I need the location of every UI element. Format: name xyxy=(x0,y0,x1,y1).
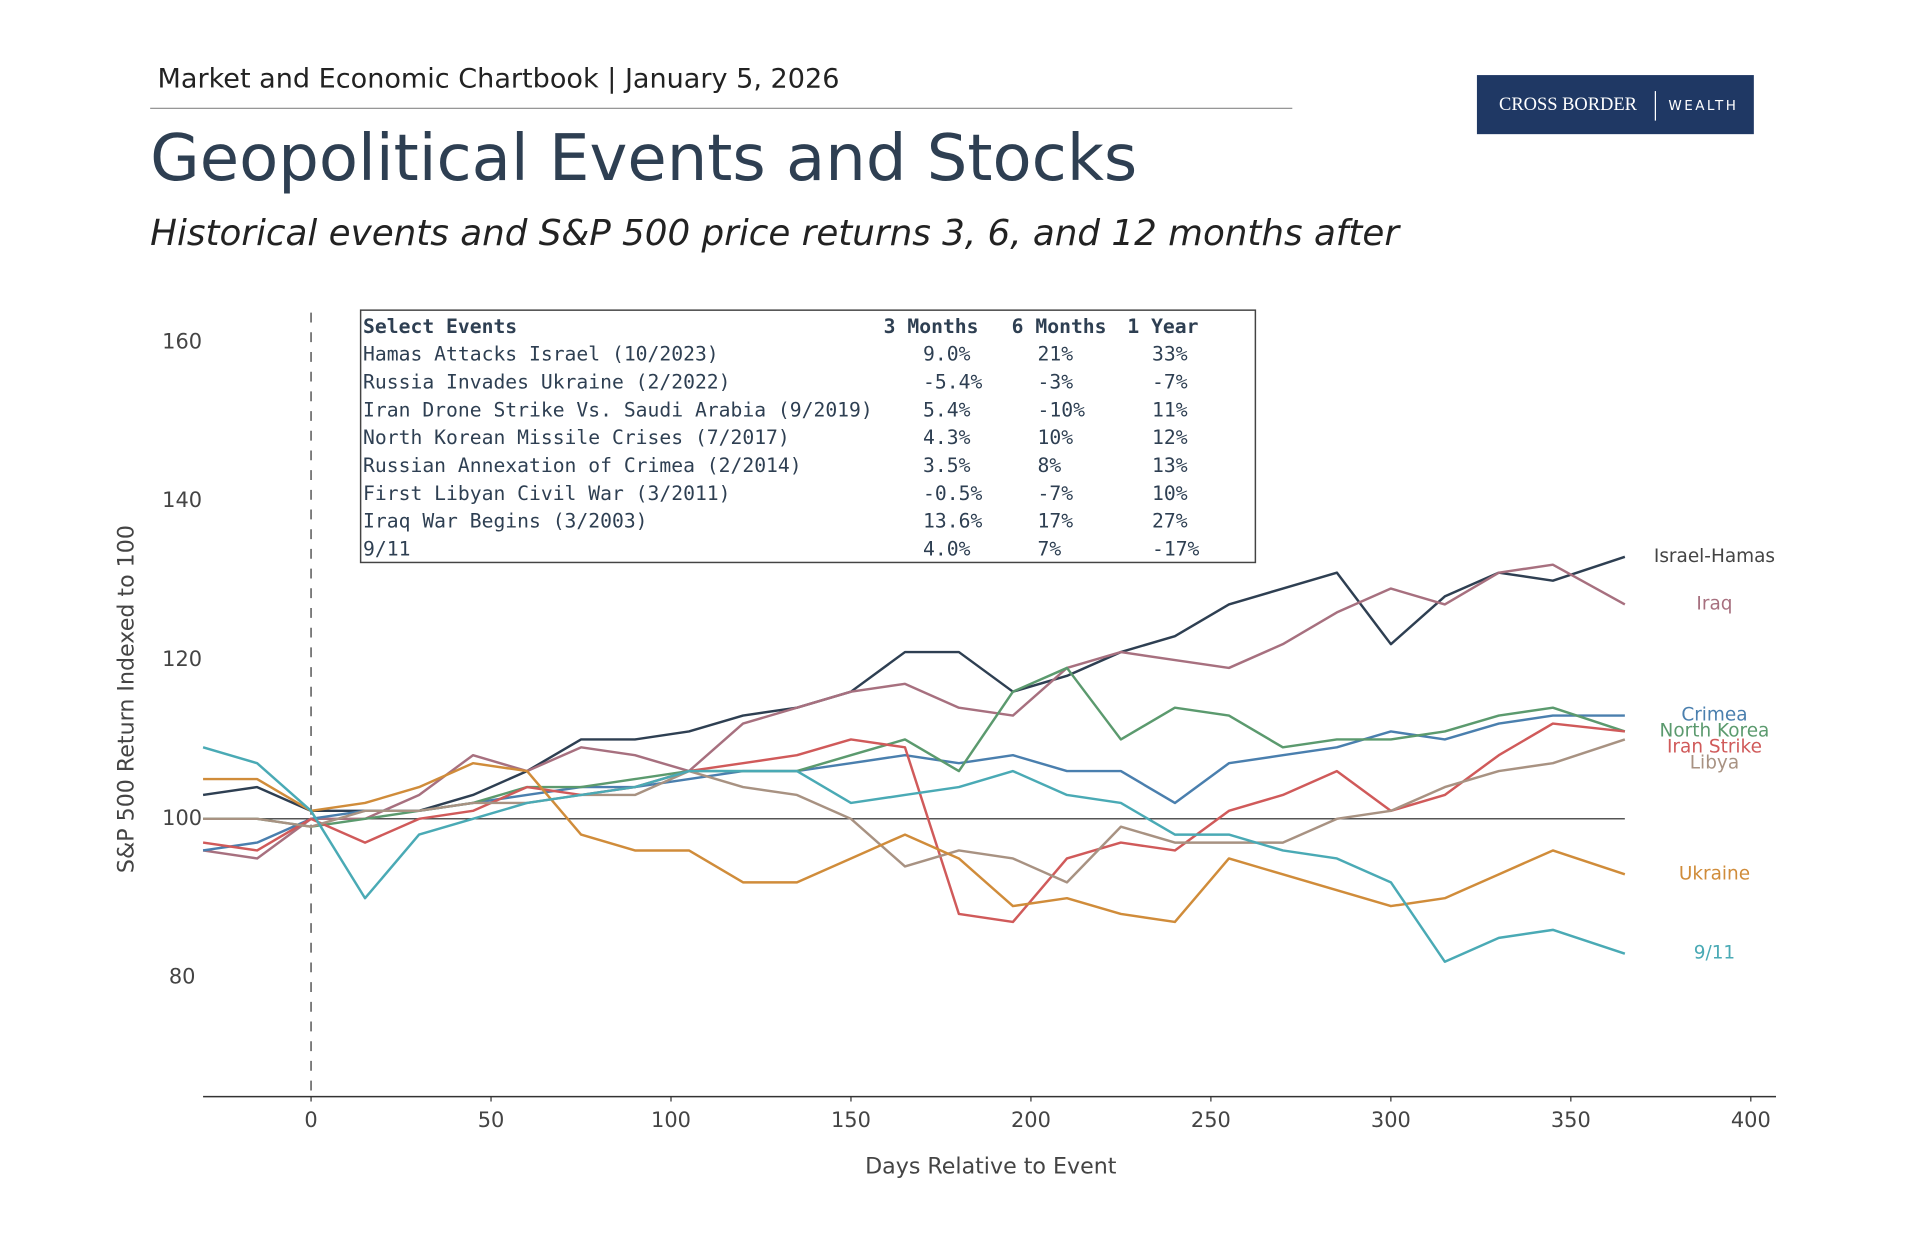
table-cell: Iraq War Begins (3/2003) xyxy=(363,510,647,533)
table-cell: 17% xyxy=(1038,510,1074,533)
series-label: 9/11 xyxy=(1694,943,1735,964)
x-tick-label: 150 xyxy=(831,1108,871,1132)
table-cell: 13.6% xyxy=(923,510,982,533)
table-cell: First Libyan Civil War (3/2011) xyxy=(363,482,730,505)
table-cell: Russia Invades Ukraine (2/2022) xyxy=(363,371,730,394)
table-cell: 11% xyxy=(1152,398,1188,421)
series-line xyxy=(202,746,1626,963)
x-tick-label: 0 xyxy=(304,1108,317,1132)
x-tick-label: 300 xyxy=(1371,1108,1411,1132)
table-cell: -7% xyxy=(1038,482,1074,505)
table-cell: 7% xyxy=(1038,537,1062,560)
table-cell: 4.0% xyxy=(923,537,971,560)
table-box xyxy=(359,309,1257,564)
series-label: Iraq xyxy=(1696,593,1732,614)
x-tick-label: 350 xyxy=(1551,1108,1591,1132)
y-tick-label: 140 xyxy=(162,488,202,512)
series-line xyxy=(202,555,1626,813)
table-header: 6 Months xyxy=(1012,315,1107,338)
table-cell: 33% xyxy=(1152,343,1188,366)
table-cell: 13% xyxy=(1152,454,1188,477)
table-cell: -17% xyxy=(1152,537,1200,560)
table-cell: 8% xyxy=(1038,454,1062,477)
table-cell: -3% xyxy=(1038,371,1074,394)
y-axis-title: S&P 500 Return Indexed to 100 xyxy=(113,525,139,873)
series-label: Crimea xyxy=(1681,705,1747,726)
table-cell: Russian Annexation of Crimea (2/2014) xyxy=(363,454,802,477)
table-cell: -7% xyxy=(1152,371,1188,394)
table-cell: 9.0% xyxy=(923,343,971,366)
table-cell: -5.4% xyxy=(923,371,982,394)
table-cell: 3.5% xyxy=(923,454,971,477)
x-tick-label: 100 xyxy=(651,1108,691,1132)
table-cell: 9/11 xyxy=(363,537,410,560)
table-cell: 10% xyxy=(1038,426,1074,449)
series-label: Libya xyxy=(1690,753,1739,774)
series-line xyxy=(202,563,1626,860)
x-tick-label: 200 xyxy=(1011,1108,1051,1132)
table-cell: 21% xyxy=(1038,343,1074,366)
series-label: Iran Strike xyxy=(1667,737,1762,758)
series-line xyxy=(203,761,1626,924)
y-tick-label: 160 xyxy=(162,329,202,353)
title: Geopolitical Events and Stocks xyxy=(150,122,1137,196)
series-label: North Korea xyxy=(1660,721,1770,742)
logo-text: CROSS BORDER xyxy=(1499,94,1638,114)
series-label: Ukraine xyxy=(1679,863,1750,884)
series-label: Israel-Hamas xyxy=(1654,546,1775,567)
table-cell: Iran Drone Strike Vs. Saudi Arabia (9/20… xyxy=(363,398,873,421)
subtitle: Historical events and S&P 500 price retu… xyxy=(150,213,1401,254)
x-tick-label: 250 xyxy=(1191,1108,1231,1132)
x-tick-label: 400 xyxy=(1731,1108,1771,1132)
table-header: Select Events xyxy=(363,315,517,338)
x-axis-title: Days Relative to Event xyxy=(865,1153,1117,1179)
table-cell: -0.5% xyxy=(923,482,982,505)
table-header: 3 Months xyxy=(884,315,979,338)
logo-text: WEALTH xyxy=(1668,98,1738,114)
table-cell: 10% xyxy=(1152,482,1188,505)
series-line xyxy=(203,738,1626,884)
y-tick-label: 100 xyxy=(162,806,202,830)
table-cell: Hamas Attacks Israel (10/2023) xyxy=(363,343,719,366)
table-cell: North Korean Missile Crises (7/2017) xyxy=(363,426,790,449)
y-tick-label: 120 xyxy=(162,647,202,671)
y-tick-label: 80 xyxy=(169,965,196,989)
kicker: Market and Economic Chartbook | January … xyxy=(158,63,840,94)
table-cell: -10% xyxy=(1038,398,1086,421)
table-header: 1 Year xyxy=(1127,315,1198,338)
x-tick-label: 50 xyxy=(478,1108,505,1132)
logo xyxy=(1476,75,1754,135)
table-cell: 5.4% xyxy=(923,398,971,421)
series-line xyxy=(202,722,1625,924)
table-cell: 12% xyxy=(1152,426,1188,449)
table-cell: 4.3% xyxy=(923,426,971,449)
table-cell: 27% xyxy=(1152,510,1188,533)
